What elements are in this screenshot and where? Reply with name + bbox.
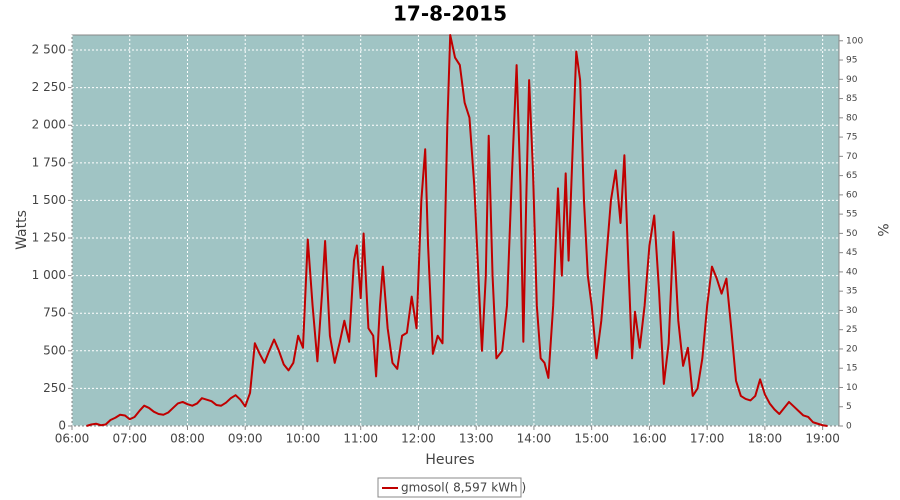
y2-tick-label: 0 xyxy=(846,422,852,432)
y2-tick-label: 15 xyxy=(846,364,857,374)
y2-tick-label: 40 xyxy=(846,267,858,277)
y-tick-label: 1 500 xyxy=(32,193,66,207)
x-tick-label: 15:00 xyxy=(574,432,609,446)
x-tick-label: 16:00 xyxy=(632,432,667,446)
y2-tick-label: 100 xyxy=(846,36,863,46)
y2-tick-label: 55 xyxy=(846,210,857,220)
y2-tick-label: 60 xyxy=(846,190,858,200)
x-tick-label: 06:00 xyxy=(55,432,90,446)
y2-tick-label: 25 xyxy=(846,325,857,335)
y2-tick-label: 20 xyxy=(846,344,858,354)
y-tick-label: 2 500 xyxy=(32,43,66,57)
y-tick-label: 0 xyxy=(58,419,66,433)
x-tick-label: 13:00 xyxy=(459,432,494,446)
y-axis-label: Watts xyxy=(14,210,30,250)
x-tick-label: 17:00 xyxy=(690,432,725,446)
series-line xyxy=(86,34,828,427)
y-tick-label: 1 750 xyxy=(32,155,66,169)
y2-tick-label: 10 xyxy=(846,383,858,393)
y2-tick-label: 65 xyxy=(846,171,857,181)
y-tick-label: 500 xyxy=(43,343,66,357)
legend-box xyxy=(377,477,522,498)
legend-label: gmosol( 8,597 kWh ) xyxy=(401,481,526,495)
y-tick-label: 1 000 xyxy=(32,268,66,282)
y-tick-label: 2 250 xyxy=(32,80,66,94)
y2-tick-label: 85 xyxy=(846,94,857,104)
y2-tick-label: 50 xyxy=(846,229,858,239)
y2-tick-label: 90 xyxy=(846,75,858,85)
x-tick-label: 12:00 xyxy=(401,432,436,446)
y-tick-label: 1 250 xyxy=(32,231,66,245)
y-tick-label: 250 xyxy=(43,381,66,395)
plot-area xyxy=(71,34,840,427)
y2-tick-label: 70 xyxy=(846,152,858,162)
y2-tick-label: 45 xyxy=(846,248,857,258)
x-tick-label: 09:00 xyxy=(228,432,263,446)
y2-tick-label: 95 xyxy=(846,56,857,66)
x-tick-label: 18:00 xyxy=(748,432,783,446)
y-tick-label: 2 000 xyxy=(32,118,66,132)
y2-tick-label: 80 xyxy=(846,113,858,123)
x-axis-label: Heures xyxy=(425,452,474,468)
x-tick-label: 08:00 xyxy=(170,432,205,446)
chart-title: 17-8-2015 xyxy=(393,2,507,26)
x-tick-label: 19:00 xyxy=(805,432,840,446)
x-tick-label: 11:00 xyxy=(343,432,378,446)
y2-tick-label: 30 xyxy=(846,306,858,316)
x-tick-label: 07:00 xyxy=(112,432,147,446)
x-tick-label: 14:00 xyxy=(517,432,552,446)
y2-axis-label: % xyxy=(874,223,890,236)
y2-tick-label: 75 xyxy=(846,133,857,143)
y-tick-label: 750 xyxy=(43,306,66,320)
y2-tick-label: 35 xyxy=(846,287,857,297)
x-tick-label: 10:00 xyxy=(286,432,321,446)
y2-tick-label: 5 xyxy=(846,402,852,412)
